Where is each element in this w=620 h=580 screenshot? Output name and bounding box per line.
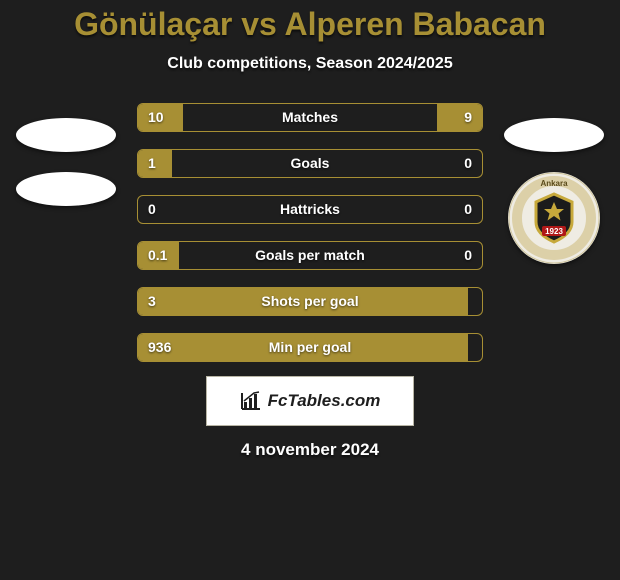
stat-label: Min per goal — [138, 334, 482, 361]
stat-row: 109Matches — [137, 103, 483, 132]
stat-row: 3Shots per goal — [137, 287, 483, 316]
stat-label: Matches — [138, 104, 482, 131]
right-club-logo: Ankara 1923 — [508, 172, 600, 264]
left-club-oval — [16, 172, 116, 206]
page-subtitle: Club competitions, Season 2024/2025 — [0, 55, 620, 73]
footer-date: 4 november 2024 — [0, 440, 620, 460]
brand-text: FcTables.com — [268, 391, 381, 411]
stat-label: Goals per match — [138, 242, 482, 269]
stat-row: 0.10Goals per match — [137, 241, 483, 270]
page-title: Gönülaçar vs Alperen Babacan — [0, 0, 620, 43]
svg-text:Ankara: Ankara — [540, 179, 568, 188]
left-player-badges — [10, 118, 122, 206]
comparison-card: Gönülaçar vs Alperen Babacan Club compet… — [0, 0, 620, 580]
stat-row: 10Goals — [137, 149, 483, 178]
brand-chart-icon — [240, 391, 262, 411]
svg-text:1923: 1923 — [545, 227, 563, 236]
stat-row: 936Min per goal — [137, 333, 483, 362]
stat-label: Shots per goal — [138, 288, 482, 315]
right-flag-oval — [504, 118, 604, 152]
stat-label: Hattricks — [138, 196, 482, 223]
stat-row: 00Hattricks — [137, 195, 483, 224]
brand-box: FcTables.com — [206, 376, 414, 426]
stat-label: Goals — [138, 150, 482, 177]
right-player-badges: Ankara 1923 — [498, 118, 610, 264]
left-flag-oval — [16, 118, 116, 152]
